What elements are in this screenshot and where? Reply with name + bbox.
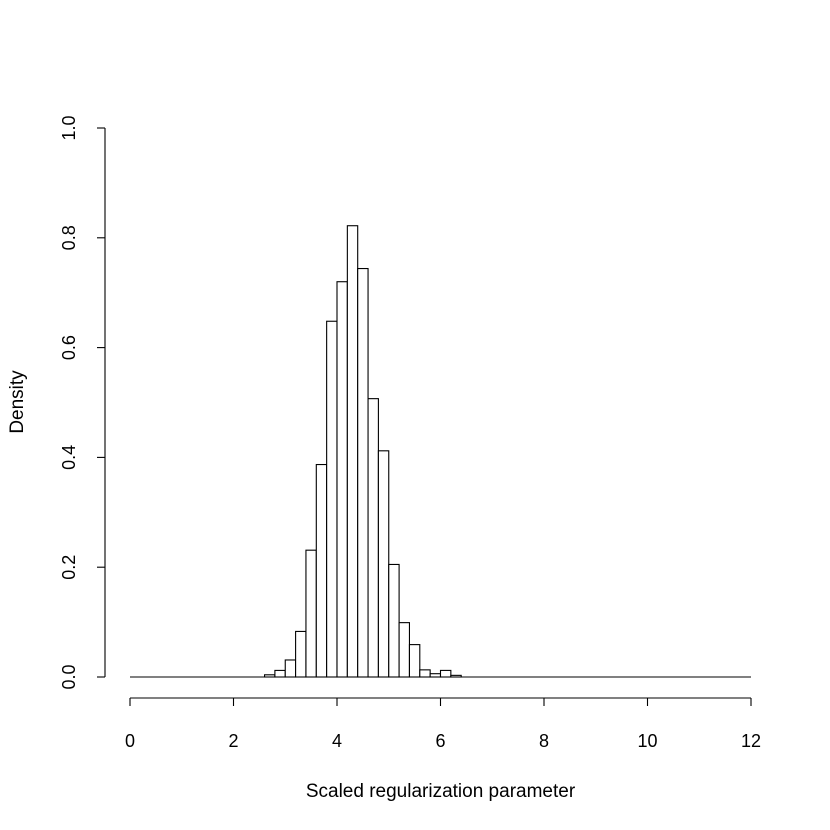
histogram-bar <box>398 622 411 678</box>
histogram-bar <box>274 669 286 678</box>
x-axis: 0 2 4 6 8 10 12 <box>125 697 761 751</box>
histogram-bar <box>388 563 400 678</box>
histogram-bar <box>295 630 307 678</box>
y-tick-label: 0.6 <box>59 335 79 360</box>
histogram-bar <box>419 669 431 678</box>
y-axis: 0.0 0.2 0.4 0.6 0.8 1.0 <box>59 115 106 690</box>
x-tick-label: 2 <box>228 731 238 751</box>
y-tick-label: 0.0 <box>59 664 79 689</box>
y-tick-label: 0.8 <box>59 225 79 250</box>
y-axis-title: Density <box>7 370 28 434</box>
x-tick-label: 4 <box>332 731 342 751</box>
histogram-bar <box>336 281 348 678</box>
histogram-bar <box>377 450 390 678</box>
x-axis-title: Scaled regularization parameter <box>306 781 576 802</box>
histogram-bars <box>263 225 462 678</box>
x-tick-label: 10 <box>637 731 657 751</box>
x-tick-label: 8 <box>539 731 549 751</box>
y-tick-label: 0.4 <box>59 445 79 470</box>
histogram-bar <box>305 549 317 678</box>
histogram-bar <box>346 225 359 678</box>
x-tick-label: 6 <box>435 731 445 751</box>
histogram-bar <box>315 463 328 678</box>
histogram-bar <box>357 267 369 678</box>
histogram-bar <box>367 398 379 678</box>
y-tick-label: 1.0 <box>59 115 79 140</box>
histogram-bar <box>326 320 338 678</box>
histogram-bar <box>408 644 421 678</box>
histogram-bar <box>284 659 297 678</box>
x-tick-label: 12 <box>741 731 761 751</box>
y-tick-label: 0.2 <box>59 555 79 580</box>
x-tick-label: 0 <box>125 731 135 751</box>
histogram-bar <box>439 669 452 678</box>
